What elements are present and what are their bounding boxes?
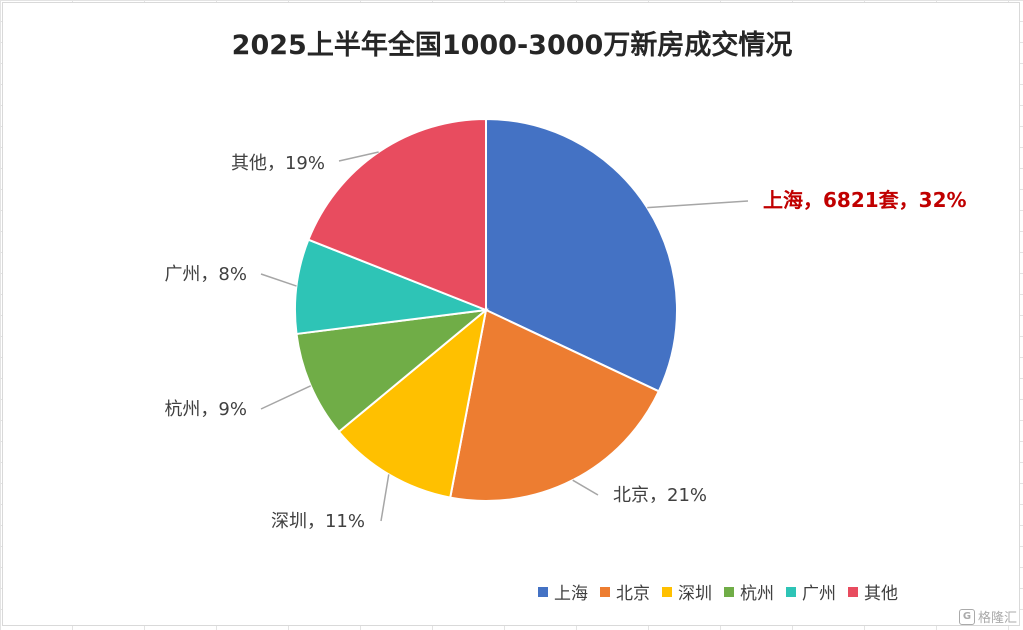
leader-line-4 bbox=[260, 273, 297, 287]
leader-line-1 bbox=[572, 479, 599, 496]
legend-swatch-5 bbox=[848, 586, 858, 597]
chart-legend: 上海 北京 深圳 杭州 广州 其他 bbox=[538, 579, 898, 604]
leader-line-3 bbox=[260, 385, 312, 410]
data-label-5: 其他，19% bbox=[231, 153, 325, 174]
pie-slice-5[interactable] bbox=[307, 117, 487, 312]
data-label-2: 深圳，11% bbox=[271, 511, 365, 532]
legend-item-0[interactable]: 上海 bbox=[538, 579, 588, 604]
legend-swatch-1 bbox=[600, 586, 610, 597]
chart-title: 2025上半年全国1000-3000万新房成交情况 bbox=[231, 30, 793, 61]
data-label-0: 上海，6821套，32% bbox=[763, 188, 967, 212]
pie-chart-plot: 上海，6821套，32% 北京，21% 深圳，11% 杭州，9% 广州，8% 其他，19% bbox=[164, 117, 967, 532]
leader-line-5 bbox=[338, 151, 379, 162]
legend-label-5: 其他 bbox=[864, 584, 898, 604]
legend-item-4[interactable]: 广州 bbox=[786, 579, 836, 604]
legend-item-3[interactable]: 杭州 bbox=[724, 579, 774, 604]
watermark-logo-icon: G bbox=[958, 608, 975, 625]
pie-slice-4[interactable] bbox=[294, 238, 487, 336]
data-label-1: 北京，21% bbox=[613, 485, 707, 506]
legend-swatch-2 bbox=[662, 586, 672, 597]
legend-label-1: 北京 bbox=[616, 584, 650, 604]
legend-label-4: 广州 bbox=[802, 584, 836, 604]
leader-line-0 bbox=[647, 200, 749, 209]
data-label-4: 广州，8% bbox=[164, 264, 247, 285]
legend-item-1[interactable]: 北京 bbox=[600, 579, 650, 604]
watermark-text: 格隆汇 bbox=[977, 611, 1017, 626]
watermark: G 格隆汇 bbox=[958, 607, 1017, 626]
leader-line-2 bbox=[380, 474, 390, 522]
legend-item-5[interactable]: 其他 bbox=[848, 579, 898, 604]
legend-swatch-0 bbox=[538, 586, 548, 597]
legend-label-3: 杭州 bbox=[740, 584, 774, 604]
data-label-3: 杭州，9% bbox=[164, 399, 247, 420]
legend-swatch-3 bbox=[724, 586, 734, 597]
legend-label-0: 上海 bbox=[554, 584, 588, 604]
legend-swatch-4 bbox=[786, 586, 796, 597]
legend-item-2[interactable]: 深圳 bbox=[662, 579, 712, 604]
legend-label-2: 深圳 bbox=[678, 584, 712, 604]
